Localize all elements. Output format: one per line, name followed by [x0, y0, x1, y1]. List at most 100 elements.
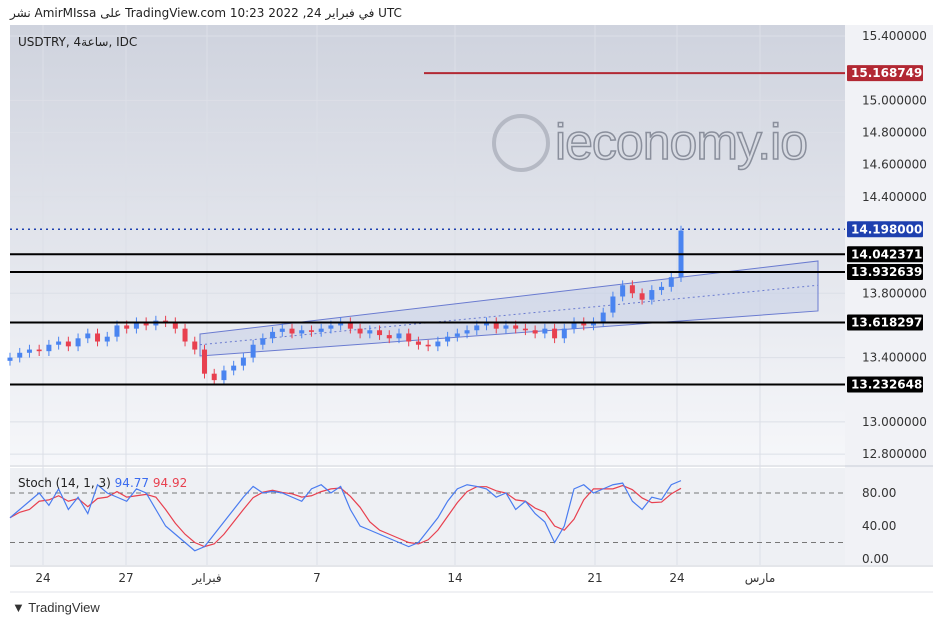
level-label: 13.618297	[851, 315, 922, 329]
stoch-d-value: 94.92	[152, 476, 188, 490]
candle	[367, 330, 373, 334]
candle	[46, 344, 52, 352]
candle	[532, 330, 538, 334]
candle	[629, 285, 635, 294]
candle	[581, 322, 587, 326]
candle	[240, 357, 246, 366]
candle	[357, 328, 363, 334]
stoch-tick-label: 0.00	[862, 552, 889, 566]
candle	[124, 325, 130, 329]
candle	[299, 330, 305, 334]
candle	[65, 341, 71, 347]
level-badge	[847, 221, 923, 238]
price-axis-bg	[845, 25, 933, 565]
tradingview-logo[interactable]: ▼ TradingView	[12, 600, 100, 615]
level-badge	[847, 263, 923, 280]
time-tick-label: 7	[313, 571, 321, 585]
candle	[415, 341, 421, 345]
time-tick-label: مارس	[745, 571, 776, 586]
price-tick-label: 14.400000	[862, 190, 927, 204]
candle	[425, 344, 431, 347]
candle	[85, 333, 91, 339]
level-label: 14.198000	[851, 222, 922, 236]
candle	[7, 357, 13, 361]
candle	[464, 330, 470, 334]
candle	[270, 331, 276, 339]
time-tick-label: 24	[669, 571, 684, 585]
candle	[211, 373, 217, 381]
publish-info: نشر AmirMIssa على TradingView.com 10:23 …	[10, 6, 402, 20]
time-tick-label: 24	[35, 571, 50, 585]
channel-midline	[199, 284, 819, 346]
level-badge	[847, 376, 923, 393]
candle	[104, 336, 110, 342]
price-tick-label: 13.000000	[862, 415, 927, 429]
candle	[493, 322, 499, 329]
candle	[338, 322, 344, 326]
candle	[445, 336, 451, 342]
candle	[163, 320, 169, 323]
candle	[279, 328, 285, 332]
candle	[36, 349, 42, 352]
stoch-label: Stoch (14, 1, 3)	[18, 476, 111, 490]
candle	[522, 328, 528, 331]
symbol-label: USDTRY, 4ساعة, IDC	[18, 35, 138, 49]
candle	[221, 370, 227, 381]
candle	[484, 322, 490, 326]
candle	[182, 328, 188, 342]
time-tick-label: 14	[447, 571, 462, 585]
candle	[668, 277, 674, 287]
candle	[552, 328, 558, 339]
candle	[571, 322, 577, 329]
candle	[474, 325, 480, 331]
price-tick-label: 13.800000	[862, 286, 927, 300]
ieconomy-logo-icon	[492, 114, 550, 172]
regression-channel	[199, 260, 819, 357]
candle	[95, 333, 101, 342]
candle	[201, 349, 207, 374]
stoch-pane-bg	[10, 468, 845, 565]
candle	[17, 352, 23, 358]
level-badge	[847, 314, 923, 331]
level-label: 15.168749	[851, 66, 922, 80]
price-tick-label: 14.600000	[862, 158, 927, 172]
candle	[503, 325, 509, 329]
price-tick-label: 14.800000	[862, 125, 927, 139]
candle	[114, 325, 120, 337]
candle	[396, 333, 402, 339]
candle	[406, 333, 412, 342]
stoch-k-value: 94.77	[114, 476, 150, 490]
level-label: 14.042371	[851, 247, 922, 261]
time-tick-label: فبراير	[191, 571, 221, 586]
stoch-d-line	[9, 484, 682, 548]
price-pane-bg	[10, 25, 845, 465]
candle	[308, 330, 314, 332]
candle	[386, 335, 392, 339]
stoch-tick-label: 40.00	[862, 519, 896, 533]
candle	[347, 322, 353, 329]
candle	[454, 333, 460, 337]
candle	[250, 344, 256, 358]
time-tick-label: 27	[118, 571, 133, 585]
level-badge	[847, 65, 923, 82]
candle	[561, 328, 567, 339]
brand-text: TradingView	[28, 600, 100, 615]
candle	[289, 328, 295, 334]
candle	[435, 341, 441, 347]
level-badge	[847, 246, 923, 263]
candle	[590, 322, 596, 326]
candle	[659, 286, 665, 291]
stoch-k-line	[9, 480, 682, 552]
candle	[26, 349, 32, 353]
price-tick-label: 15.400000	[862, 29, 927, 43]
candle	[649, 290, 655, 300]
candle	[600, 312, 606, 323]
candle	[192, 341, 198, 350]
time-tick-label: 21	[587, 571, 602, 585]
candle	[377, 330, 383, 336]
level-label: 13.932639	[851, 265, 922, 279]
candle	[231, 365, 237, 371]
candle	[318, 328, 324, 332]
candle	[143, 322, 149, 326]
